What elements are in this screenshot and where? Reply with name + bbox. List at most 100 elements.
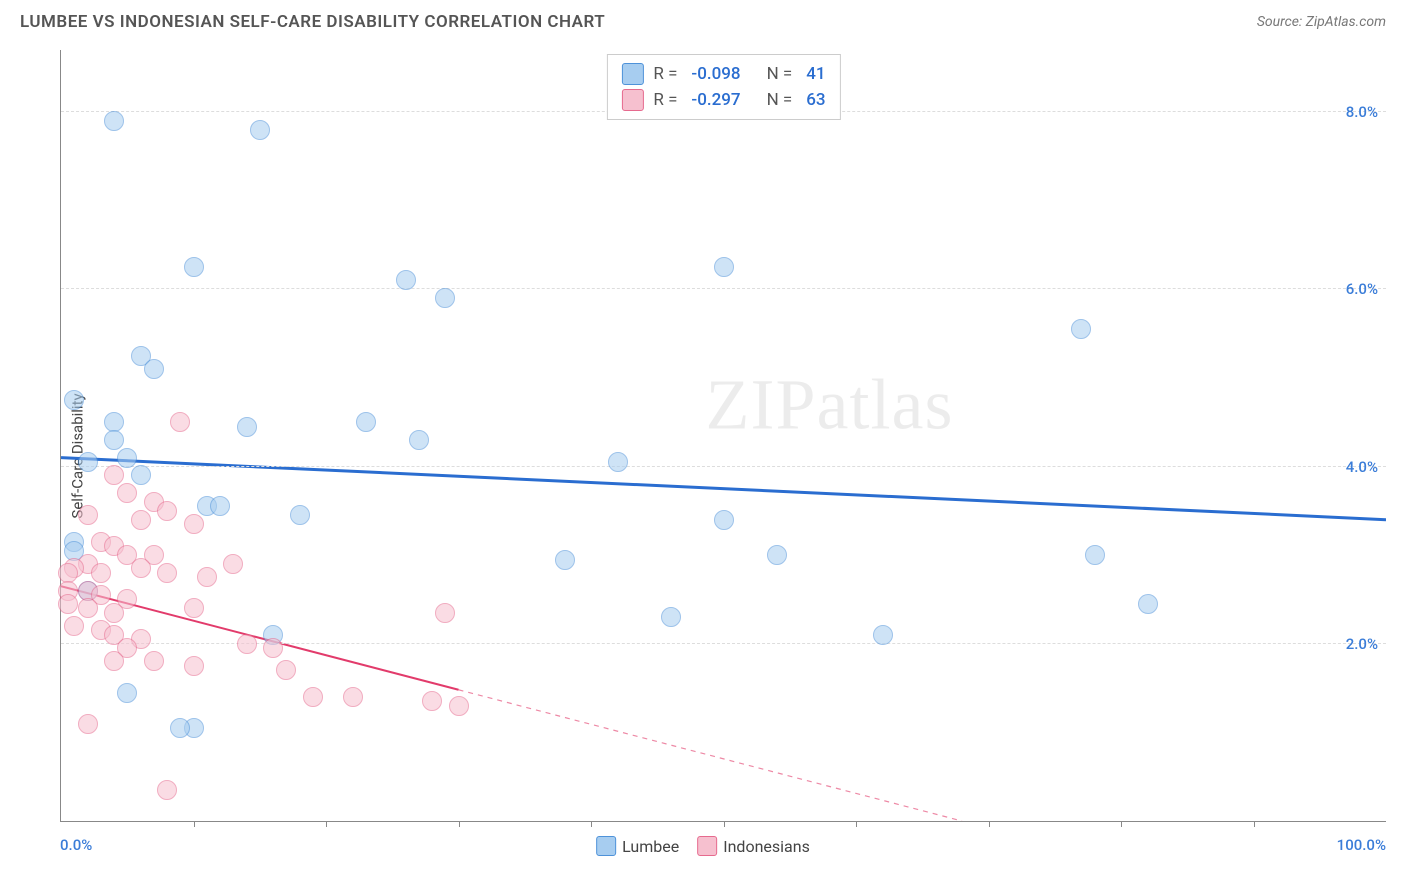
data-point	[170, 718, 190, 738]
data-point	[555, 550, 575, 570]
data-point	[767, 545, 787, 565]
data-point	[356, 412, 376, 432]
legend-r-label: R =	[653, 90, 677, 110]
y-tick-label: 8.0%	[1346, 103, 1378, 121]
data-point	[1138, 594, 1158, 614]
data-point	[157, 501, 177, 521]
x-tick	[724, 821, 725, 827]
data-point	[144, 651, 164, 671]
trend-lines-layer	[61, 50, 1386, 821]
data-point	[184, 257, 204, 277]
data-point	[144, 359, 164, 379]
data-point	[104, 430, 124, 450]
legend-r-value: -0.098	[691, 64, 740, 84]
data-point	[78, 714, 98, 734]
data-point	[170, 412, 190, 432]
x-tick	[459, 821, 460, 827]
data-point	[64, 616, 84, 636]
data-point	[290, 505, 310, 525]
legend-swatch	[697, 836, 717, 856]
x-tick-max: 100.0%	[1337, 836, 1386, 854]
series-name: Lumbee	[622, 837, 679, 856]
x-tick	[1121, 821, 1122, 827]
x-tick	[591, 821, 592, 827]
y-gridline	[61, 643, 1386, 644]
data-point	[157, 780, 177, 800]
data-point	[197, 567, 217, 587]
watermark: ZIPatlas	[706, 363, 954, 446]
legend-r-value: -0.297	[691, 90, 740, 110]
data-point	[873, 625, 893, 645]
data-point	[263, 638, 283, 658]
data-point	[91, 563, 111, 583]
y-tick-label: 6.0%	[1346, 280, 1378, 298]
x-tick	[194, 821, 195, 827]
legend-row: R = -0.297 N = 63	[621, 87, 825, 113]
data-point	[608, 452, 628, 472]
data-point	[64, 390, 84, 410]
x-tick	[326, 821, 327, 827]
plot-area: ZIPatlas R = -0.098 N = 41 R = -0.297 N = 63 2.…	[60, 50, 1386, 822]
correlation-legend: R = -0.098 N = 41 R = -0.297 N = 63	[606, 54, 840, 120]
series-legend-item: Indonesians	[697, 836, 810, 856]
x-tick	[856, 821, 857, 827]
data-point	[396, 270, 416, 290]
series-name: Indonesians	[723, 837, 810, 856]
data-point	[184, 656, 204, 676]
data-point	[78, 452, 98, 472]
legend-swatch	[621, 89, 643, 111]
data-point	[210, 496, 230, 516]
data-point	[343, 687, 363, 707]
x-tick-min: 0.0%	[60, 836, 92, 854]
data-point	[78, 505, 98, 525]
series-legend-item: Lumbee	[596, 836, 679, 856]
chart-container: Self-Care Disability ZIPatlas R =-0.098N…	[20, 50, 1386, 862]
y-gridline	[61, 466, 1386, 467]
data-point	[237, 634, 257, 654]
data-point	[117, 683, 137, 703]
legend-n-label: N =	[767, 64, 793, 84]
data-point	[223, 554, 243, 574]
legend-row: R = -0.098 N = 41	[621, 61, 825, 87]
y-tick-label: 4.0%	[1346, 458, 1378, 476]
x-tick	[1254, 821, 1255, 827]
data-point	[409, 430, 429, 450]
data-point	[422, 691, 442, 711]
data-point	[184, 598, 204, 618]
data-point	[104, 603, 124, 623]
data-point	[131, 510, 151, 530]
legend-n-value: 63	[806, 90, 825, 110]
data-point	[714, 257, 734, 277]
data-point	[157, 563, 177, 583]
chart-title: LUMBEE VS INDONESIAN SELF-CARE DISABILIT…	[20, 12, 605, 32]
data-point	[661, 607, 681, 627]
data-point	[1071, 319, 1091, 339]
y-tick-label: 2.0%	[1346, 635, 1378, 653]
data-point	[104, 651, 124, 671]
legend-n-value: 41	[806, 64, 825, 84]
legend-swatch	[596, 836, 616, 856]
data-point	[237, 417, 257, 437]
data-point	[78, 598, 98, 618]
legend-r-label: R =	[653, 64, 677, 84]
data-point	[435, 288, 455, 308]
data-point	[131, 465, 151, 485]
data-point	[276, 660, 296, 680]
data-point	[58, 594, 78, 614]
data-point	[117, 483, 137, 503]
data-point	[250, 120, 270, 140]
data-point	[435, 603, 455, 623]
data-point	[303, 687, 323, 707]
y-gridline	[61, 288, 1386, 289]
data-point	[714, 510, 734, 530]
legend-n-label: N =	[767, 90, 793, 110]
data-point	[1085, 545, 1105, 565]
data-point	[131, 558, 151, 578]
x-tick	[989, 821, 990, 827]
series-legend: Lumbee Indonesians	[596, 836, 810, 856]
data-point	[449, 696, 469, 716]
data-point	[104, 111, 124, 131]
source-credit: Source: ZipAtlas.com	[1257, 14, 1386, 30]
data-point	[184, 514, 204, 534]
legend-swatch	[621, 63, 643, 85]
